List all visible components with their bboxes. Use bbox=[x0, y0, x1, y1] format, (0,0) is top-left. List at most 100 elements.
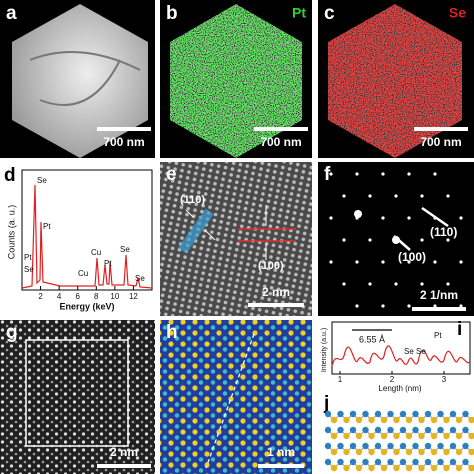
se-atom bbox=[437, 442, 444, 450]
peak-label: Se bbox=[404, 347, 414, 356]
x-tick-label: 3 bbox=[442, 375, 447, 384]
element: Se bbox=[449, 5, 466, 21]
pt-atom bbox=[393, 464, 400, 472]
diffraction-spot bbox=[329, 172, 333, 176]
scale-text: 2 nm bbox=[262, 285, 290, 299]
peak-label: Se bbox=[416, 347, 426, 356]
diffraction-spot bbox=[342, 238, 346, 242]
se-atom bbox=[399, 426, 407, 434]
pt-atom bbox=[443, 416, 450, 424]
peak-label: Se bbox=[24, 265, 34, 274]
scale-text: 700 nm bbox=[260, 135, 301, 149]
element: Pt bbox=[292, 5, 306, 21]
scale-bar bbox=[97, 464, 151, 468]
x-tick-label: 1 bbox=[338, 375, 343, 384]
plane-label: (100) bbox=[258, 260, 284, 272]
pt-atom bbox=[343, 416, 350, 424]
axes bbox=[21, 169, 153, 291]
x-tick-label: 6 bbox=[75, 292, 80, 301]
diffraction-spot bbox=[381, 216, 385, 220]
diffraction-spot bbox=[459, 304, 463, 308]
scale-bar bbox=[412, 307, 466, 311]
panel-label: e bbox=[166, 164, 177, 185]
se-atom bbox=[424, 458, 432, 466]
panel-b: b Pt 700 nm bbox=[160, 0, 312, 158]
diffraction-spot bbox=[407, 260, 411, 264]
diffraction-spot bbox=[420, 238, 424, 242]
scale-text: 700 nm bbox=[103, 135, 144, 149]
pt-atom bbox=[330, 448, 338, 456]
scale-bar bbox=[258, 464, 304, 468]
se-atom bbox=[462, 426, 469, 434]
profile-line bbox=[205, 333, 255, 469]
pt-atom bbox=[443, 448, 450, 456]
hexagon bbox=[12, 4, 148, 158]
se-atom bbox=[362, 458, 369, 466]
pt-atom bbox=[330, 464, 338, 472]
pt-atom bbox=[405, 464, 413, 472]
pt-atom bbox=[355, 432, 363, 440]
diffraction-spot bbox=[368, 238, 372, 242]
diffraction-spot bbox=[407, 304, 411, 308]
diffraction-spot bbox=[342, 282, 346, 286]
pt-atom bbox=[368, 432, 375, 440]
se-atom bbox=[349, 458, 357, 466]
se-atom bbox=[324, 442, 332, 450]
box bbox=[25, 339, 129, 447]
pt-atom bbox=[455, 464, 463, 472]
pt-atom bbox=[468, 448, 474, 456]
panel-label: d bbox=[4, 165, 16, 186]
se-atom bbox=[399, 442, 407, 450]
se-atom bbox=[387, 442, 394, 450]
panel-d: d Counts (a. u.) Energy (keV) 2 4 6 8 10 12 S… bbox=[4, 165, 153, 311]
se-atom bbox=[399, 458, 407, 466]
scale-bar bbox=[414, 127, 468, 131]
spectrum bbox=[21, 184, 153, 289]
pt-atom bbox=[380, 448, 388, 456]
pt-atom bbox=[430, 464, 438, 472]
se-atom bbox=[437, 458, 444, 466]
se-atom bbox=[337, 458, 344, 466]
pt-atom bbox=[330, 416, 338, 424]
se-atom bbox=[387, 458, 394, 466]
diffraction-spot bbox=[446, 194, 450, 198]
profile bbox=[331, 345, 471, 367]
panel-label: f bbox=[324, 164, 331, 185]
diffraction-spot bbox=[329, 216, 333, 220]
diffraction-spot bbox=[368, 282, 372, 286]
se-atom bbox=[412, 410, 419, 418]
se-atom bbox=[449, 442, 457, 450]
x-tick-label: 8 bbox=[94, 292, 99, 301]
arrow bbox=[204, 229, 216, 241]
pt-atom bbox=[343, 464, 350, 472]
peak-label: Se bbox=[37, 176, 47, 185]
se-atom bbox=[387, 426, 394, 434]
se-atom bbox=[449, 458, 457, 466]
pt-atom bbox=[405, 448, 413, 456]
pt-atom bbox=[418, 448, 425, 456]
diffraction-spot bbox=[394, 194, 398, 198]
diffraction-spot bbox=[368, 194, 372, 198]
se-atom bbox=[374, 458, 382, 466]
se-atom bbox=[374, 426, 382, 434]
panel-label: i bbox=[457, 319, 462, 340]
diffraction-spot bbox=[354, 210, 362, 218]
diffraction-spot bbox=[433, 172, 437, 176]
panel-j: j bbox=[323, 393, 474, 472]
diffraction-spot bbox=[446, 282, 450, 286]
se-atom bbox=[337, 442, 344, 450]
scale-text: 2 1/nm bbox=[420, 288, 458, 302]
se-atom bbox=[412, 458, 419, 466]
pt-atom bbox=[443, 432, 450, 440]
pt-atom bbox=[343, 432, 350, 440]
panel-label: c bbox=[324, 3, 335, 24]
pt-atom bbox=[468, 416, 474, 424]
se-atom bbox=[362, 442, 369, 450]
x-axis-title: Energy (keV) bbox=[59, 301, 114, 311]
pt-map bbox=[170, 4, 302, 158]
pt-atom bbox=[393, 432, 400, 440]
pt-atom bbox=[380, 464, 388, 472]
se-atom bbox=[374, 410, 382, 418]
diffraction-spot bbox=[446, 238, 450, 242]
pt-atom bbox=[393, 448, 400, 456]
